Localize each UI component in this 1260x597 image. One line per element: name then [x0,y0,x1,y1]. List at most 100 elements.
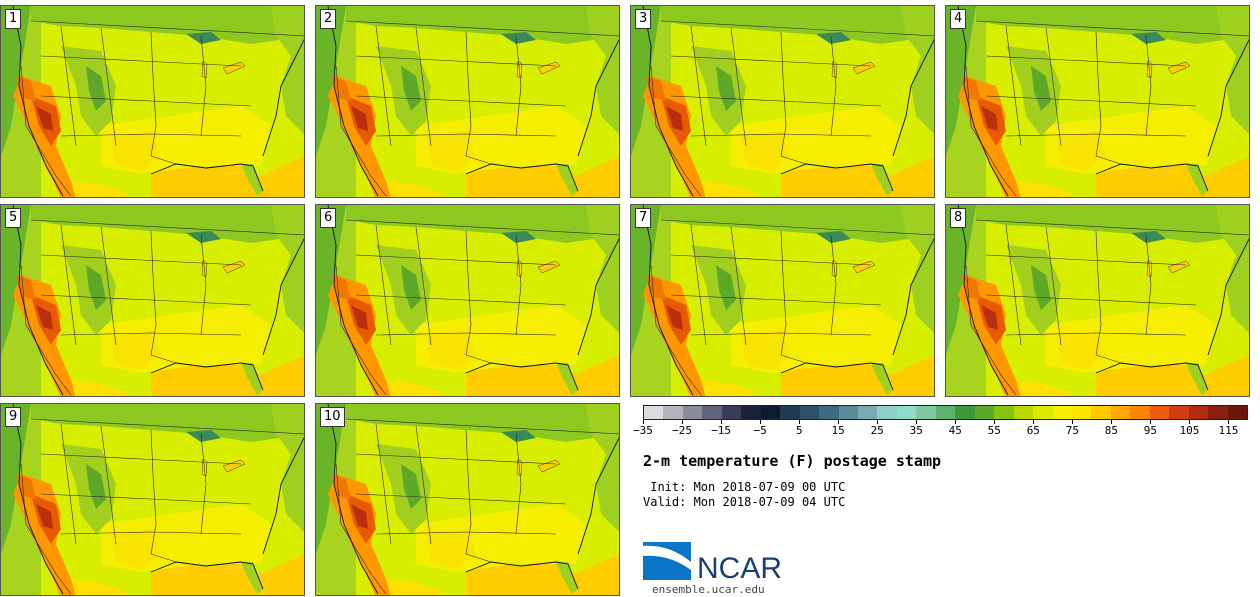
colorbar-cell [1208,406,1228,419]
colorbar-cell [741,406,761,419]
colorbar-tick-label: 45 [948,424,962,437]
colorbar-cell [721,406,742,419]
colorbar-cell [1169,406,1189,419]
colorbar-tickmark [1072,420,1074,424]
colorbar-tickmark [916,420,918,424]
colorbar-tickmark [799,420,801,424]
member-panel-2[interactable]: 2 [315,5,620,198]
member-label: 3 [635,9,652,29]
colorbar-tick-label: 105 [1179,424,1200,437]
colorbar-tick-label: 15 [831,424,845,437]
member-label: 9 [5,407,22,427]
temperature-map [1,404,304,595]
temperature-map [316,205,619,396]
colorbar-tick-label: 75 [1065,424,1079,437]
colorbar [643,405,1248,420]
valid-time: Valid: Mon 2018-07-09 04 UTC [643,495,846,509]
colorbar-tickmark [682,420,684,424]
init-time: Init: Mon 2018-07-09 00 UTC [643,480,846,494]
colorbar-tick-label: −25 [672,424,692,437]
member-panel-5[interactable]: 5 [0,204,305,397]
temperature-map [631,205,934,396]
colorbar-tick-label: 25 [870,424,884,437]
colorbar-cell [780,406,800,419]
colorbar-cell [877,406,897,419]
colorbar-tick-label: 5 [795,424,803,437]
colorbar-tick-label: 55 [987,424,1001,437]
member-label: 8 [950,208,967,228]
temperature-map [1,6,304,197]
colorbar-ticks: −35 −25 −15 −5 5 15 25 35 45 55 65 75 85 95 105 115 [633,420,1248,440]
member-panel-10[interactable]: 10 [315,403,620,596]
member-label: 5 [5,208,22,228]
colorbar-cell [838,406,858,419]
temperature-map [631,6,934,197]
member-label: 10 [320,407,345,427]
ncar-logo[interactable]: NCAR [642,540,793,585]
member-label: 6 [320,208,337,228]
colorbar-cell [955,406,975,419]
member-panel-1[interactable]: 1 [0,5,305,198]
colorbar-cell [1227,406,1248,419]
colorbar-cell [1091,406,1111,419]
colorbar-cell [1033,406,1053,419]
temperature-map [946,205,1249,396]
colorbar-cell [916,406,936,419]
colorbar-cell [1130,406,1150,419]
member-label: 4 [950,9,967,29]
member-panel-3[interactable]: 3 [630,5,935,198]
colorbar-tickmark [721,420,723,424]
colorbar-tickmark [877,420,879,424]
colorbar-cell [682,406,703,419]
logo-url: ensemble.ucar.edu [652,583,765,596]
colorbar-cell [1188,406,1209,419]
member-label: 2 [320,9,337,29]
colorbar-tick-label: −15 [711,424,731,437]
colorbar-tickmark [1033,420,1035,424]
colorbar-cell [994,406,1014,419]
colorbar-tick-label: 35 [909,424,923,437]
colorbar-cell [1013,406,1034,419]
colorbar-tick-label: 65 [1026,424,1040,437]
colorbar-cell [1071,406,1092,419]
colorbar-tickmark [1111,420,1113,424]
member-panel-6[interactable]: 6 [315,204,620,397]
member-panel-8[interactable]: 8 [945,204,1250,397]
colorbar-cell [644,406,664,419]
colorbar-tickmark [643,420,644,424]
colorbar-tick-label: 95 [1143,424,1158,437]
temperature-map [946,6,1249,197]
colorbar-cell [1110,406,1131,419]
colorbar-tickmark [955,420,957,424]
temperature-map [1,205,304,396]
member-panel-9[interactable]: 9 [0,403,305,596]
figure-title: 2-m temperature (F) postage stamp [643,452,942,470]
colorbar-cell [819,406,839,419]
colorbar-cell [702,406,722,419]
colorbar-cell [1052,406,1072,419]
colorbar-cell [1149,406,1170,419]
colorbar-cell [760,406,781,419]
colorbar-cell [857,406,878,419]
colorbar-tickmark [838,420,840,424]
member-label: 7 [635,208,652,228]
colorbar-tickmark [1150,420,1152,424]
colorbar-tick-label: 85 [1104,424,1118,437]
member-panel-4[interactable]: 4 [945,5,1250,198]
colorbar-cell [896,406,917,419]
colorbar-tick-label: 115 [1218,424,1239,437]
svg-text:NCAR: NCAR [697,552,782,584]
colorbar-cell [799,406,820,419]
temperature-map [316,404,619,595]
colorbar-tickmark [994,420,996,424]
temperature-map [316,6,619,197]
colorbar-tickmark [760,420,762,424]
member-label: 1 [5,9,22,29]
colorbar-tick-label: −35 [633,424,653,437]
colorbar-tick-label: −5 [753,424,767,437]
colorbar-tickmark [1189,420,1191,424]
member-panel-7[interactable]: 7 [630,204,935,397]
colorbar-cell [663,406,683,419]
colorbar-cell [935,406,956,419]
colorbar-cell [974,406,995,419]
